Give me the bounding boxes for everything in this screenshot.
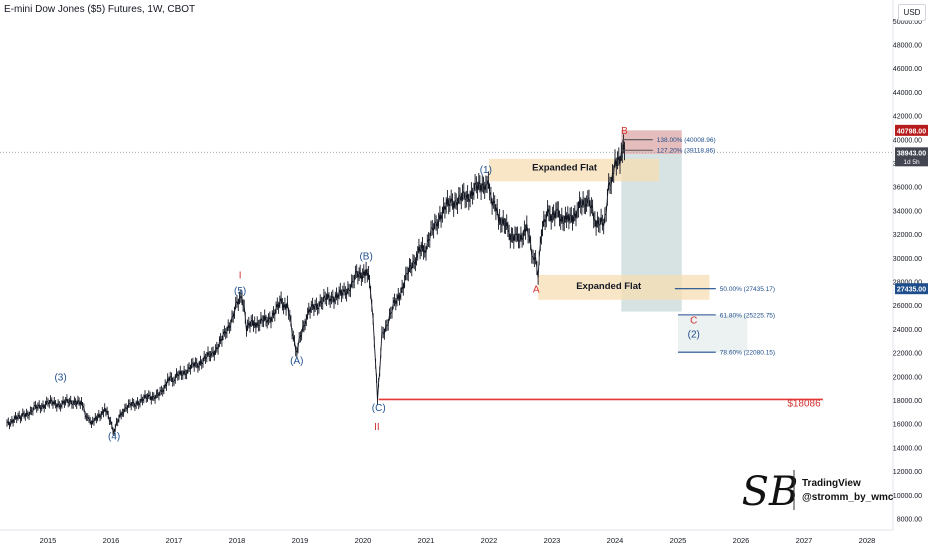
y-tick-label-12: 32000.00 (893, 232, 922, 239)
price-tag-label-1: 27435.00 (897, 287, 926, 294)
wave-label-13: C (690, 315, 697, 326)
y-tick-label-16: 40000.00 (893, 137, 922, 144)
x-tick-label-7: 2022 (481, 536, 498, 545)
wave-label-15: $18086 (787, 398, 821, 409)
y-tick-label-0: 8000.00 (897, 517, 922, 524)
y-tick-label-21: 50000.00 (893, 19, 922, 26)
wave-label-9: Expanded Flat (532, 163, 598, 174)
y-tick-label-5: 18000.00 (893, 398, 922, 405)
fibonacci-layer: 138.00% (40008.96) 127.20% (39118.86) 50.0… (378, 137, 823, 401)
fib-level-label-1: 127.20% (39118.86) (657, 148, 715, 155)
expanded-flat-zone-lower (538, 274, 710, 300)
wave-label-6: (C) (372, 403, 386, 414)
x-tick-label-11: 2026 (733, 536, 750, 545)
x-tick-label-13: 2028 (859, 536, 876, 545)
wave-label-1: (4) (108, 432, 120, 443)
y-tick-label-6: 20000.00 (893, 374, 922, 381)
wave-label-14: (2) (688, 330, 700, 341)
currency-button[interactable]: USD (898, 4, 926, 21)
wave-label-3: (5) (234, 286, 246, 297)
x-tick-label-10: 2025 (670, 536, 687, 545)
fib-level-label-0: 138.00% (40008.96) (657, 137, 716, 144)
y-tick-label-13: 34000.00 (893, 208, 922, 215)
y-tick-label-8: 24000.00 (893, 327, 922, 334)
x-tick-label-0: 2015 (40, 536, 57, 545)
fib-level-label-2: 50.00% (27435.17) (720, 286, 775, 293)
current-price-tag (895, 147, 928, 167)
price-tag-0 (895, 124, 928, 136)
chart-title: E-mini Dow Jones ($5) Futures, 1W, CBOT (4, 4, 196, 15)
wave-label-5: (B) (359, 251, 372, 262)
current-price-countdown: 1d 5h (903, 159, 920, 166)
x-tick-label-12: 2027 (796, 536, 813, 545)
x-tick-label-1: 2016 (103, 536, 120, 545)
y-tick-label-9: 26000.00 (893, 303, 922, 310)
y-tick-label-10: 28000.00 (893, 280, 922, 287)
y-axis[interactable]: 8000.00 10000.00 12000.00 14000.00 16000.00 1… (892, 0, 928, 530)
x-tick-label-3: 2018 (229, 536, 246, 545)
wave-label-0: (3) (54, 372, 66, 383)
target-zone-b (621, 130, 682, 155)
x-tick-label-4: 2019 (292, 536, 309, 545)
x-axis[interactable]: 2015 2016 2017 2018 2019 2020 2021 2022 2023 2024… (0, 529, 893, 545)
x-tick-label-8: 2023 (544, 536, 561, 545)
fib-level-label-4: 78.60% (22080.15) (720, 350, 775, 357)
wave-label-2: I (239, 270, 242, 281)
x-tick-label-5: 2020 (355, 536, 372, 545)
y-tick-label-1: 10000.00 (893, 493, 922, 500)
x-tick-label-9: 2024 (607, 536, 624, 545)
price-series-layer (6, 134, 625, 436)
y-tick-label-17: 42000.00 (893, 114, 922, 121)
wave-label-8: (1) (480, 165, 492, 176)
price-tag-1 (895, 283, 928, 295)
y-tick-label-18: 44000.00 (893, 90, 922, 97)
y-tick-label-19: 46000.00 (893, 66, 922, 73)
y-tick-label-7: 22000.00 (893, 351, 922, 358)
price-tag-label-0: 40798.00 (897, 128, 926, 135)
watermark-brand: TradingView (802, 478, 861, 489)
x-tick-label-2: 2017 (166, 536, 183, 545)
y-tick-label-2: 12000.00 (893, 469, 922, 476)
wave-label-7: II (374, 422, 380, 433)
y-tick-label-4: 16000.00 (893, 422, 922, 429)
wave-label-4: (A) (290, 356, 303, 367)
fib-level-label-3: 61.80% (25225.75) (720, 312, 775, 319)
y-tick-label-3: 14000.00 (893, 445, 922, 452)
current-price-label: 38943.00 (897, 150, 926, 157)
annotations-layer: (3) (4) I (5) (A) (B) (C) II (1) Expanded Flat A B E… (54, 126, 821, 443)
watermark-monogram: SB (742, 469, 799, 515)
y-tick-label-20: 48000.00 (893, 43, 922, 50)
wave-label-12: Expanded Flat (576, 281, 642, 292)
watermark-handle: @stromm_by_wmc (802, 492, 894, 503)
watermark: SB TradingView @stromm_by_wmc (742, 469, 894, 515)
y-tick-label-14: 36000.00 (893, 185, 922, 192)
x-tick-label-6: 2021 (418, 536, 435, 545)
fib-target-zone (678, 314, 748, 353)
price-series-line (6, 134, 625, 436)
wave-label-11: B (621, 126, 628, 137)
y-tick-label-11: 30000.00 (893, 256, 922, 263)
wave-label-10: A (533, 285, 540, 296)
